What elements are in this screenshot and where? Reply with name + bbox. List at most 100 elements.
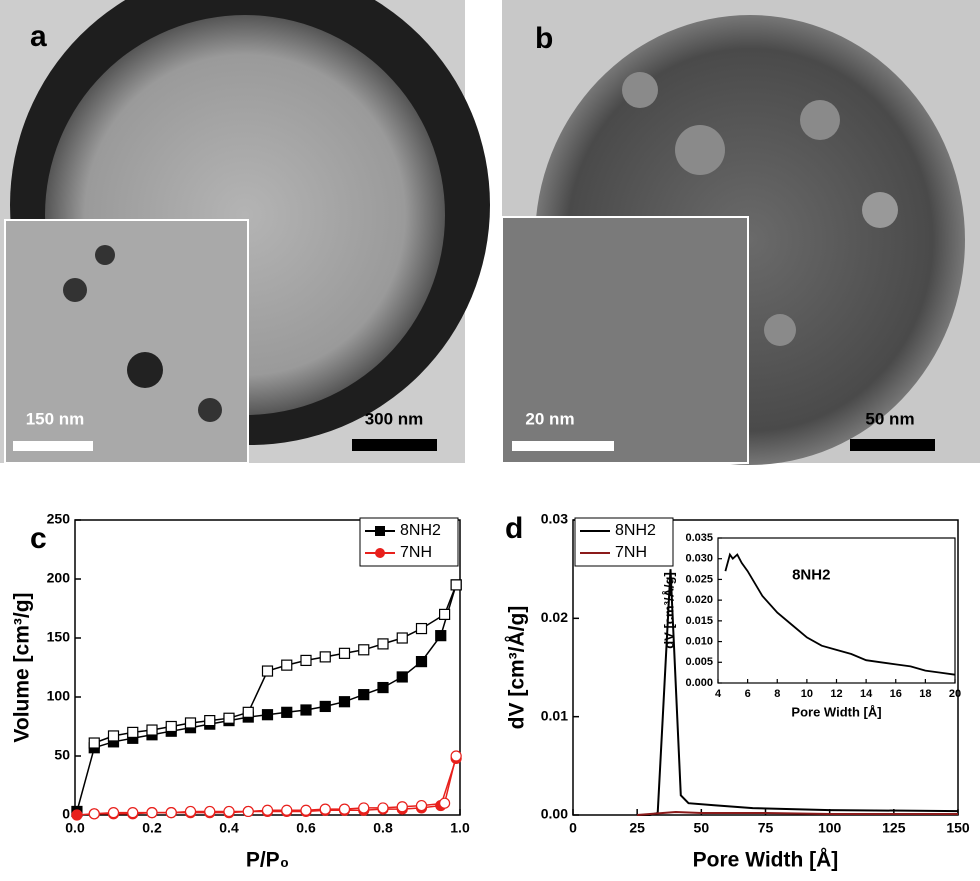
y-axis-label: Volume [cm³/g] (11, 592, 34, 742)
x-tick-label: 150 (946, 820, 970, 836)
marker (319, 651, 331, 663)
y-tick-label: 0.010 (685, 635, 713, 647)
marker (439, 608, 451, 621)
x-tick-label: 50 (694, 820, 710, 836)
marker (88, 737, 100, 749)
marker (281, 804, 293, 816)
legend-label: 7NH (400, 544, 432, 561)
tem-image-a: a 300 nm 150 nm (0, 0, 490, 464)
marker (338, 647, 351, 659)
y-tick-label: 0.020 (685, 594, 713, 606)
marker (435, 630, 447, 642)
x-tick-label: 10 (801, 688, 813, 700)
y-tick-label: 0.01 (541, 707, 568, 723)
x-tick-label: 75 (758, 820, 774, 836)
scale-bar-label: 150 nm (26, 409, 85, 428)
x-tick-label: 0.2 (142, 820, 162, 836)
marker (184, 805, 197, 818)
marker (107, 730, 120, 742)
x-tick-label: 0.4 (219, 820, 239, 836)
x-tick-label: 0.6 (296, 820, 316, 836)
x-tick-label: 100 (818, 820, 842, 836)
y-tick-label: 50 (54, 747, 70, 763)
marker (127, 807, 139, 819)
panel-label: a (30, 20, 47, 53)
series-line (724, 552, 956, 676)
tem-image-b: b 50 nm 20 nm (501, 0, 980, 465)
x-tick-label: 25 (629, 820, 645, 836)
x-tick-label: 0.0 (65, 820, 85, 836)
legend-marker (375, 526, 385, 536)
marker (204, 714, 216, 727)
marker (415, 799, 428, 812)
annotation: 8NH2 (792, 566, 830, 583)
panel-label: b (535, 22, 553, 55)
marker (71, 809, 83, 821)
x-tick-label: 8 (774, 688, 780, 700)
y-tick-label: 200 (47, 570, 71, 586)
marker (396, 671, 408, 683)
marker (146, 724, 158, 736)
marker (338, 696, 351, 708)
y-axis-label: dV [cm³/Å/g] (505, 606, 529, 730)
y-tick-label: 0.035 (685, 532, 713, 544)
marker (358, 644, 370, 656)
y-tick-label: 0.03 (541, 511, 568, 527)
x-axis-label: Pore Width [Å] (693, 848, 839, 872)
marker (242, 706, 254, 718)
marker (261, 665, 274, 677)
x-tick-label: 0.8 (373, 820, 393, 836)
marker (107, 807, 120, 819)
x-axis-label: P/P₀ (246, 849, 289, 872)
legend-box (574, 517, 674, 567)
y-tick-label: 0.02 (541, 609, 568, 625)
panel-label: d (505, 512, 523, 545)
marker (127, 726, 139, 739)
x-tick-label: 16 (890, 688, 902, 700)
marker (184, 717, 197, 729)
y-tick-label: 0.025 (685, 573, 713, 585)
y-tick-label: 0.030 (685, 553, 713, 565)
panel-label: c (30, 522, 47, 555)
marker (450, 750, 462, 762)
y-tick-label: 0 (62, 806, 70, 822)
x-tick-label: 1.0 (450, 820, 470, 836)
marker (223, 805, 235, 818)
x-tick-label: 12 (830, 688, 842, 700)
y-tick-label: 0.005 (685, 656, 713, 668)
series-line (637, 810, 958, 816)
x-tick-label: 125 (882, 820, 906, 836)
legend-label: 8NH2 (400, 522, 441, 539)
marker (338, 803, 351, 815)
x-axis-label: Pore Width [Å] (791, 704, 881, 719)
y-axis-label: dV [cm³/Å/g] (661, 572, 676, 649)
marker (261, 709, 274, 721)
marker (281, 706, 293, 718)
x-tick-label: 14 (860, 688, 873, 700)
marker (319, 803, 331, 815)
marker (396, 801, 408, 813)
marker (146, 807, 158, 819)
scale-bar-label: 50 nm (865, 409, 914, 428)
marker (415, 655, 428, 668)
marker (358, 802, 370, 814)
marker (242, 805, 254, 818)
marker (377, 638, 389, 650)
y-tick-label: 150 (47, 629, 71, 645)
y-tick-label: 100 (47, 688, 71, 704)
x-tick-label: 18 (919, 688, 931, 700)
marker (223, 712, 235, 724)
legend-label: 7NH (615, 544, 647, 561)
marker (300, 654, 312, 667)
marker (450, 579, 462, 591)
marker (165, 807, 177, 819)
y-tick-label: 0.000 (685, 677, 713, 689)
y-tick-label: 0.00 (541, 806, 568, 822)
marker (300, 704, 312, 716)
scale-bar-label: 20 nm (525, 409, 574, 428)
x-tick-label: 0 (569, 820, 577, 836)
x-tick-label: 6 (745, 688, 751, 700)
marker (377, 681, 389, 694)
legend-marker (375, 548, 385, 558)
marker (300, 804, 312, 816)
